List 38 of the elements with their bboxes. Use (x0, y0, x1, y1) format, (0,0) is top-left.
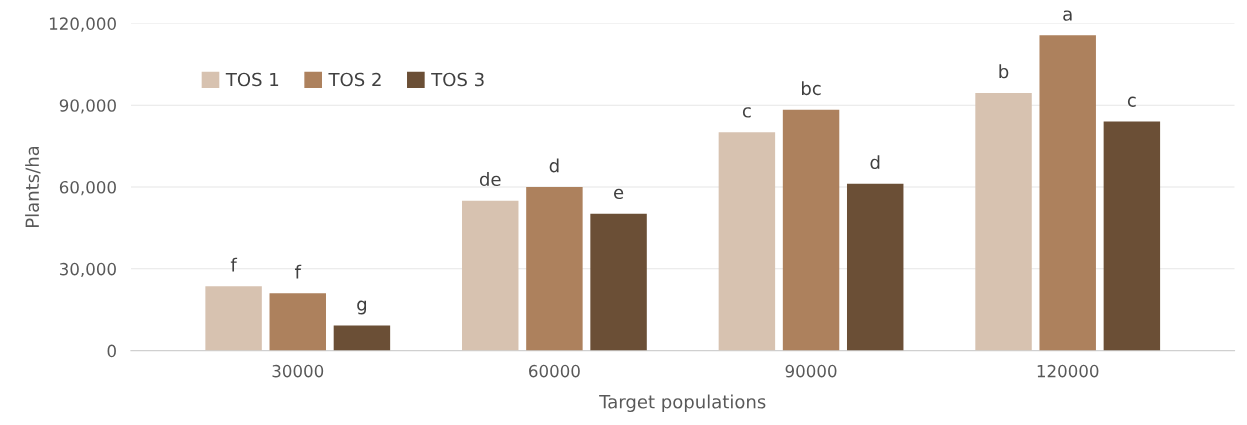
y-tick-label: 60,000 (59, 180, 116, 196)
bar (1039, 35, 1096, 351)
bar (462, 200, 519, 351)
data-label: de (479, 172, 501, 187)
bar (269, 293, 326, 351)
x-tick-label: 60000 (529, 364, 580, 378)
data-label: a (1063, 10, 1072, 21)
bar (333, 325, 391, 351)
bar (590, 213, 647, 351)
x-tick-label: 30000 (272, 364, 324, 378)
legend-label: TOS 3 (431, 72, 484, 87)
data-label: g (357, 300, 367, 315)
data-label: bc (802, 81, 821, 96)
bar (205, 286, 262, 351)
data-label: c (1127, 96, 1136, 107)
data-label: e (614, 188, 624, 200)
data-label: c (742, 107, 751, 118)
data-label: d (870, 155, 880, 170)
data-label: d (549, 158, 559, 173)
bar (718, 132, 776, 351)
legend-label: TOS 2 (328, 72, 381, 87)
data-label: b (999, 64, 1009, 79)
data-label: f (230, 257, 238, 272)
x-axis-title: Target populations (599, 394, 766, 413)
y-tick-label: 120,000 (49, 17, 116, 32)
bar (975, 92, 1032, 351)
y-tick-label: 30,000 (60, 262, 116, 278)
bar (526, 187, 583, 351)
legend-label: TOS 1 (225, 72, 279, 87)
bar (846, 183, 904, 351)
y-axis-title: Plants/ha (25, 146, 41, 227)
data-label: f (294, 264, 302, 279)
x-tick-label: 90000 (785, 364, 837, 378)
y-tick-label: 90,000 (59, 99, 116, 114)
x-tick-label: 120000 (1037, 364, 1099, 378)
bar (782, 109, 840, 351)
bar (1103, 121, 1161, 351)
y-tick-label: 0 (107, 344, 116, 358)
